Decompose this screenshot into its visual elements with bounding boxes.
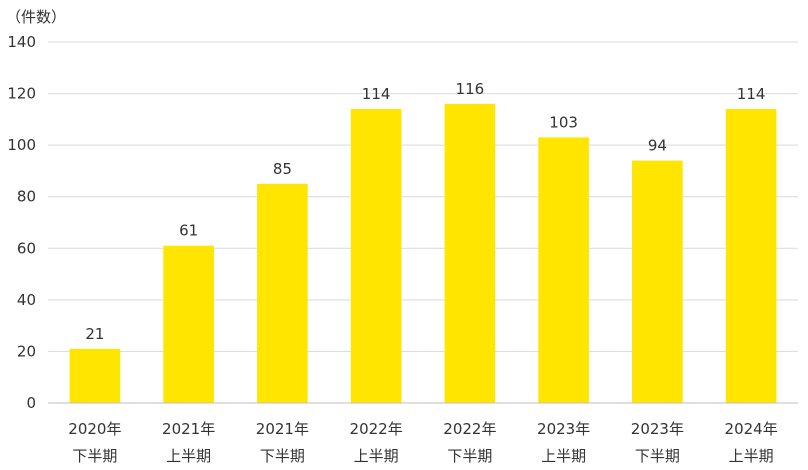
data-label: 94 xyxy=(648,137,667,155)
x-tick-label-year: 2023年 xyxy=(631,420,684,438)
x-tick-label-year: 2021年 xyxy=(256,420,309,438)
x-tick-label-half: 上半期 xyxy=(166,447,211,465)
x-tick-label-year: 2021年 xyxy=(162,420,215,438)
x-tick-label-half: 下半期 xyxy=(635,447,680,465)
data-labels: 21 61 85 114 116 103 94 114 xyxy=(85,80,765,343)
y-tick-label: 60 xyxy=(17,239,36,257)
y-tick-labels: 0 20 40 60 80 100 120 140 xyxy=(7,33,36,412)
x-tick-label-half: 下半期 xyxy=(260,447,305,465)
y-tick-label: 20 xyxy=(17,342,36,360)
data-label: 61 xyxy=(179,222,198,240)
x-tick-label-half: 上半期 xyxy=(354,447,399,465)
bar xyxy=(725,109,777,404)
y-tick-label: 0 xyxy=(26,394,36,412)
data-label: 103 xyxy=(549,113,578,131)
y-tick-label: 100 xyxy=(7,136,36,154)
data-label: 114 xyxy=(737,85,766,103)
bar xyxy=(444,103,496,403)
bars xyxy=(69,103,777,404)
data-label: 116 xyxy=(456,80,485,98)
bar xyxy=(538,137,589,403)
bar xyxy=(163,245,214,403)
bar xyxy=(257,183,308,403)
x-tick-label-half: 下半期 xyxy=(447,447,492,465)
y-tick-label: 40 xyxy=(17,291,36,309)
x-tick-label-year: 2022年 xyxy=(443,420,496,438)
data-label: 85 xyxy=(273,160,292,178)
x-tick-label-half: 上半期 xyxy=(729,447,774,465)
data-label: 21 xyxy=(85,325,104,343)
x-tick-label-year: 2020年 xyxy=(68,420,121,438)
grid-lines xyxy=(48,41,798,352)
x-tick-label-year: 2023年 xyxy=(537,420,590,438)
y-tick-label: 120 xyxy=(7,85,36,103)
y-axis-label: （件数） xyxy=(6,8,66,26)
x-tick-label-year: 2022年 xyxy=(350,420,403,438)
bar xyxy=(632,160,683,403)
x-tick-label-half: 上半期 xyxy=(541,447,586,465)
y-tick-label: 80 xyxy=(17,188,36,206)
y-tick-label: 140 xyxy=(7,33,36,51)
bar xyxy=(350,109,402,404)
x-tick-label-half: 下半期 xyxy=(72,447,117,465)
data-label: 114 xyxy=(362,85,391,103)
x-tick-label-year: 2024年 xyxy=(725,420,778,438)
bar xyxy=(69,348,121,403)
